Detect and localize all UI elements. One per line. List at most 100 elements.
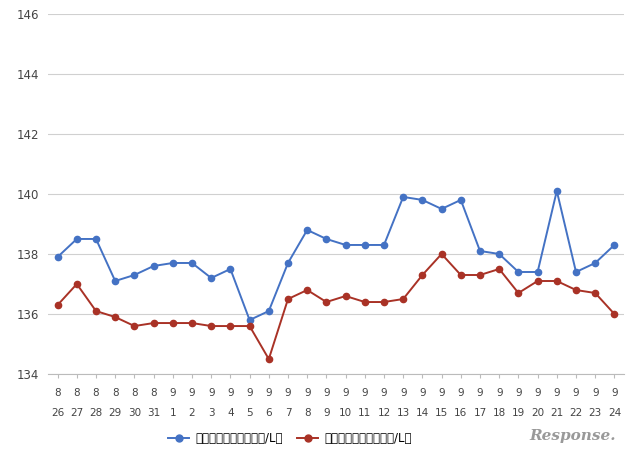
Text: 15: 15 — [435, 409, 448, 418]
Text: 9: 9 — [400, 388, 406, 398]
ハイオク看板価格（円/L） — [534, 269, 541, 275]
ハイオク実売価格（円/L） — [457, 272, 465, 278]
Text: 20: 20 — [531, 409, 544, 418]
ハイオク看板価格（円/L） — [73, 236, 81, 242]
Text: 18: 18 — [493, 409, 506, 418]
ハイオク看板価格（円/L） — [611, 242, 618, 248]
Text: 14: 14 — [416, 409, 429, 418]
ハイオク実売価格（円/L） — [188, 320, 196, 326]
Text: 9: 9 — [573, 388, 579, 398]
Text: 9: 9 — [227, 388, 234, 398]
Text: 9: 9 — [496, 388, 502, 398]
ハイオク看板価格（円/L） — [188, 260, 196, 266]
Text: 24: 24 — [608, 409, 621, 418]
Text: 8: 8 — [112, 388, 118, 398]
ハイオク実売価格（円/L） — [419, 272, 426, 278]
ハイオク実売価格（円/L） — [399, 296, 407, 302]
Text: 9: 9 — [208, 388, 214, 398]
ハイオク実売価格（円/L） — [611, 311, 618, 317]
ハイオク看板価格（円/L） — [92, 236, 100, 242]
ハイオク実売価格（円/L） — [207, 323, 215, 329]
ハイオク看板価格（円/L） — [131, 272, 138, 278]
ハイオク看板価格（円/L） — [150, 263, 157, 269]
ハイオク実売価格（円/L） — [265, 356, 273, 362]
Text: 19: 19 — [512, 409, 525, 418]
ハイオク実売価格（円/L） — [92, 308, 100, 314]
Text: 1: 1 — [170, 409, 176, 418]
ハイオク看板価格（円/L） — [361, 242, 369, 248]
Text: 9: 9 — [438, 388, 445, 398]
Text: 8: 8 — [93, 388, 99, 398]
ハイオク看板価格（円/L） — [207, 275, 215, 281]
ハイオク看板価格（円/L） — [495, 251, 503, 257]
ハイオク看板価格（円/L） — [553, 188, 561, 194]
Text: 31: 31 — [147, 409, 160, 418]
Text: 8: 8 — [304, 409, 310, 418]
ハイオク看板価格（円/L） — [419, 197, 426, 203]
ハイオク実売価格（円/L） — [284, 296, 292, 302]
Text: 9: 9 — [592, 388, 598, 398]
ハイオク実売価格（円/L） — [131, 323, 138, 329]
ハイオク看板価格（円/L） — [169, 260, 177, 266]
ハイオク看板価格（円/L） — [572, 269, 580, 275]
ハイオク実売価格（円/L） — [515, 290, 522, 296]
ハイオク看板価格（円/L） — [284, 260, 292, 266]
ハイオク実売価格（円/L） — [380, 299, 388, 305]
Text: 13: 13 — [397, 409, 410, 418]
Text: 9: 9 — [515, 388, 522, 398]
ハイオク実売価格（円/L） — [495, 266, 503, 272]
Line: ハイオク実売価格（円/L）: ハイオク実売価格（円/L） — [54, 251, 618, 362]
ハイオク看板価格（円/L） — [399, 194, 407, 200]
Text: 9: 9 — [266, 388, 272, 398]
ハイオク実売価格（円/L） — [169, 320, 177, 326]
Text: 9: 9 — [323, 388, 330, 398]
ハイオク実売価格（円/L） — [246, 323, 253, 329]
ハイオク実売価格（円/L） — [361, 299, 369, 305]
Text: 8: 8 — [131, 388, 138, 398]
Text: 9: 9 — [246, 388, 253, 398]
Text: 9: 9 — [362, 388, 368, 398]
ハイオク看板価格（円/L） — [111, 278, 119, 284]
Text: 3: 3 — [208, 409, 214, 418]
Legend: ハイオク看板価格（円/L）, ハイオク実売価格（円/L）: ハイオク看板価格（円/L）, ハイオク実売価格（円/L） — [168, 432, 412, 445]
ハイオク看板価格（円/L） — [342, 242, 349, 248]
Text: 30: 30 — [128, 409, 141, 418]
Text: 27: 27 — [70, 409, 83, 418]
ハイオク看板価格（円/L） — [227, 266, 234, 272]
Text: 17: 17 — [474, 409, 486, 418]
Text: 5: 5 — [246, 409, 253, 418]
ハイオク実売価格（円/L） — [54, 302, 61, 308]
ハイオク実売価格（円/L） — [438, 251, 445, 257]
Text: 9: 9 — [342, 388, 349, 398]
Text: 9: 9 — [189, 388, 195, 398]
Text: 22: 22 — [570, 409, 582, 418]
Text: 9: 9 — [458, 388, 464, 398]
ハイオク看板価格（円/L） — [380, 242, 388, 248]
ハイオク実売価格（円/L） — [73, 281, 81, 287]
Text: 8: 8 — [74, 388, 80, 398]
Text: 10: 10 — [339, 409, 352, 418]
Text: 21: 21 — [550, 409, 563, 418]
Text: 9: 9 — [611, 388, 618, 398]
Text: 9: 9 — [381, 388, 387, 398]
ハイオク看板価格（円/L） — [438, 206, 445, 212]
ハイオク看板価格（円/L） — [515, 269, 522, 275]
Text: Response.: Response. — [529, 429, 616, 443]
ハイオク実売価格（円/L） — [476, 272, 484, 278]
Text: 9: 9 — [477, 388, 483, 398]
ハイオク看板価格（円/L） — [265, 308, 273, 314]
Text: 28: 28 — [90, 409, 102, 418]
ハイオク看板価格（円/L） — [476, 248, 484, 254]
Text: 26: 26 — [51, 409, 64, 418]
Text: 4: 4 — [227, 409, 234, 418]
Text: 23: 23 — [589, 409, 602, 418]
Text: 7: 7 — [285, 409, 291, 418]
ハイオク実売価格（円/L） — [303, 287, 311, 293]
Text: 9: 9 — [285, 388, 291, 398]
ハイオク実売価格（円/L） — [227, 323, 234, 329]
ハイオク実売価格（円/L） — [553, 278, 561, 284]
Text: 9: 9 — [323, 409, 330, 418]
Text: 2: 2 — [189, 409, 195, 418]
ハイオク看板価格（円/L） — [323, 236, 330, 242]
ハイオク実売価格（円/L） — [534, 278, 541, 284]
